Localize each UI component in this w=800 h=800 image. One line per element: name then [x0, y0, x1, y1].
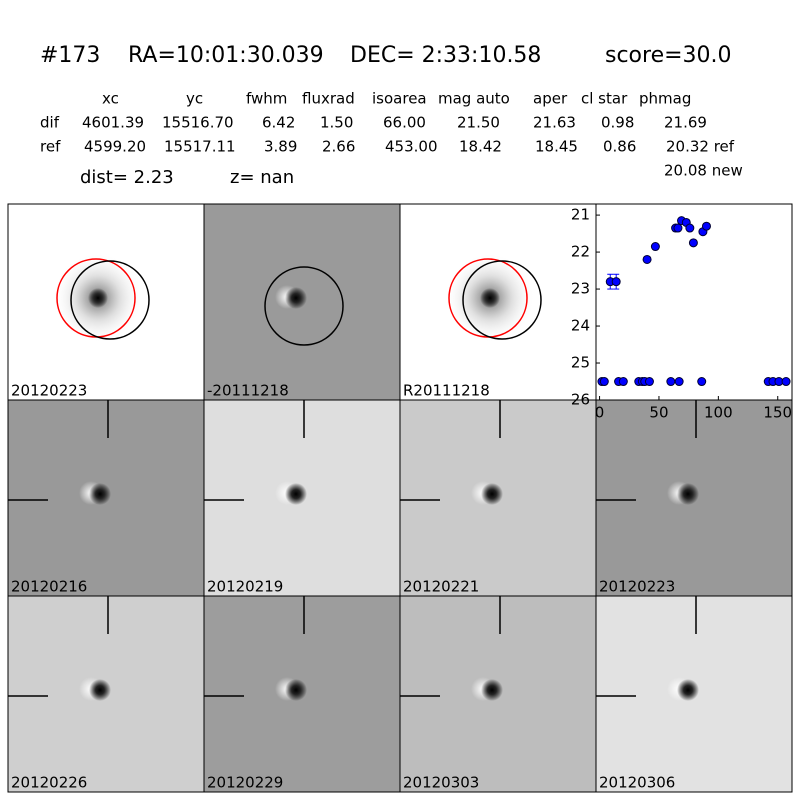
residual-dark — [89, 679, 111, 701]
table-cell: 0.86 — [603, 138, 636, 156]
data-point — [781, 377, 791, 387]
aperture-black — [462, 260, 542, 340]
row-label: ref — [40, 138, 61, 156]
column-header: fwhm — [246, 90, 287, 108]
source — [88, 288, 108, 308]
table-cell: 2.66 — [322, 138, 355, 156]
x-tick-label: 100 — [704, 404, 733, 422]
table-cell: 15517.11 — [164, 138, 236, 156]
phmag-new: 20.08 new — [664, 162, 743, 180]
score: score=30.0 — [605, 43, 732, 68]
table-cell: 6.42 — [262, 114, 295, 132]
aperture-black — [264, 266, 344, 346]
panel-label: R20111218 — [403, 382, 490, 400]
data-point — [618, 377, 628, 387]
data-point — [697, 377, 707, 387]
data-point — [642, 254, 652, 264]
column-header: xc — [102, 90, 119, 108]
residual-dark — [481, 483, 503, 505]
y-tick-label: 25 — [571, 354, 590, 372]
dec: DEC= 2:33:10.58 — [350, 43, 541, 68]
data-point — [599, 377, 609, 387]
x-tick-label: 50 — [649, 404, 668, 422]
source — [480, 288, 500, 308]
y-tick-label: 21 — [571, 206, 590, 224]
panel-label: 20120223 — [11, 382, 87, 400]
data-point — [644, 377, 654, 387]
data-point — [685, 223, 695, 233]
column-header: cl star — [581, 90, 628, 108]
residual-dark — [677, 483, 699, 505]
data-point — [650, 242, 660, 252]
y-tick-label: 23 — [571, 280, 590, 298]
table-cell: 18.42 — [459, 138, 502, 156]
table-cell: 21.69 — [664, 114, 707, 132]
y-tick-label: 24 — [571, 317, 590, 335]
column-header: fluxrad — [302, 90, 355, 108]
column-header: phmag — [639, 90, 691, 108]
table-cell: 4601.39 — [82, 114, 144, 132]
table-cell: 1.50 — [320, 114, 353, 132]
residual-dark — [285, 287, 307, 309]
residual-dark — [89, 483, 111, 505]
y-tick-label: 26 — [571, 391, 590, 409]
panel-label: 20120229 — [207, 774, 283, 792]
residual-dark — [481, 679, 503, 701]
panel-label: 20120221 — [403, 578, 479, 596]
table-cell: 0.98 — [601, 114, 634, 132]
panel-label: 20120226 — [11, 774, 87, 792]
table-cell: 453.00 — [385, 138, 438, 156]
data-point — [673, 223, 683, 233]
data-point — [701, 221, 711, 231]
residual-dark — [285, 483, 307, 505]
panel-label: 20120306 — [599, 774, 675, 792]
panel-label: 20120216 — [11, 578, 87, 596]
redshift: z= nan — [230, 167, 294, 188]
data-point — [611, 277, 621, 287]
plot-area — [595, 203, 793, 401]
y-tick-label: 22 — [571, 243, 590, 261]
row-label: dif — [40, 114, 60, 132]
column-header: yc — [186, 90, 203, 108]
candidate-id: #173 — [40, 43, 100, 68]
table-cell: 4599.20 — [84, 138, 146, 156]
column-header: mag auto — [438, 90, 510, 108]
panel-label: 20120219 — [207, 578, 283, 596]
column-header: isoarea — [372, 90, 427, 108]
x-tick-label: 0 — [595, 404, 605, 422]
panel-label: 20120223 — [599, 578, 675, 596]
panel-label: -20111218 — [207, 382, 289, 400]
table-cell: 66.00 — [383, 114, 426, 132]
aperture-black — [70, 260, 150, 340]
table-cell: 21.63 — [533, 114, 576, 132]
residual-dark — [285, 679, 307, 701]
residual-dark — [677, 679, 699, 701]
data-point — [674, 377, 684, 387]
ra: RA=10:01:30.039 — [128, 43, 324, 68]
table-cell: 3.89 — [264, 138, 297, 156]
x-tick-label: 150 — [763, 404, 792, 422]
column-header: aper — [533, 90, 568, 108]
dist: dist= 2.23 — [80, 167, 174, 188]
table-cell: 21.50 — [457, 114, 500, 132]
data-point — [688, 238, 698, 248]
data-point — [666, 377, 676, 387]
table-cell: 18.45 — [535, 138, 578, 156]
panel-label: 20120303 — [403, 774, 479, 792]
table-cell: 20.32 ref — [666, 138, 735, 156]
table-cell: 15516.70 — [162, 114, 234, 132]
